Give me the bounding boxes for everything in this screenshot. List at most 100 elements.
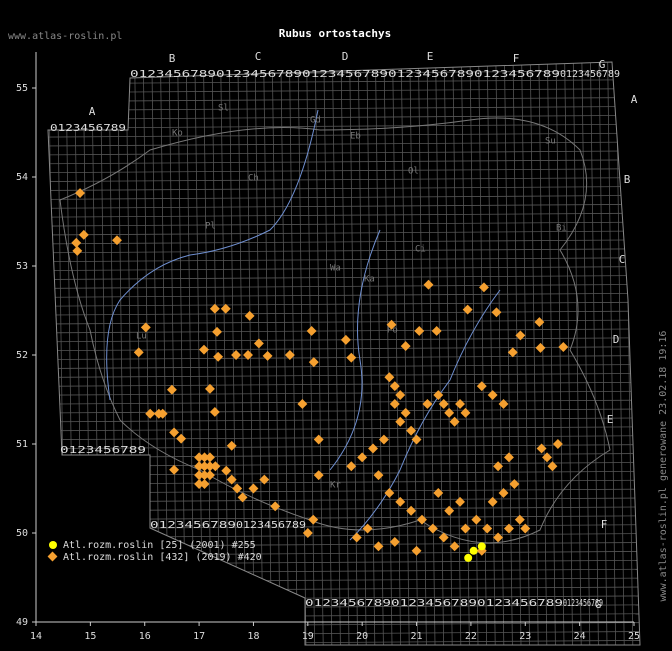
occurrence bbox=[455, 496, 465, 507]
occurrence bbox=[433, 390, 444, 400]
grid-line bbox=[271, 62, 281, 645]
grid-line bbox=[48, 221, 640, 227]
occurrence bbox=[368, 443, 379, 454]
occurrence bbox=[547, 461, 558, 472]
occurrence bbox=[411, 545, 422, 556]
grid-line bbox=[48, 186, 640, 191]
x-tick-label: 18 bbox=[247, 631, 259, 642]
occurrence bbox=[493, 461, 504, 472]
x-tick-label: 25 bbox=[628, 631, 640, 642]
x-tick-label: 17 bbox=[193, 631, 205, 642]
occurrence bbox=[498, 488, 509, 498]
grid-line bbox=[280, 62, 290, 645]
grid-row-label: D bbox=[613, 333, 620, 346]
grid-line bbox=[48, 381, 640, 387]
occurrence bbox=[362, 523, 373, 534]
occurrence bbox=[169, 464, 180, 475]
grid-line bbox=[478, 62, 487, 645]
occurrence bbox=[427, 523, 438, 534]
occurrence bbox=[449, 416, 460, 427]
grid-row-label: B bbox=[624, 173, 631, 186]
grid-digits: 0123456789 bbox=[50, 123, 126, 134]
occurrence bbox=[145, 408, 156, 419]
grid-line bbox=[529, 62, 539, 645]
grid-line bbox=[48, 141, 640, 147]
grid-line bbox=[469, 62, 479, 645]
grid-line bbox=[48, 248, 640, 254]
occurrence bbox=[213, 351, 224, 362]
grid-line bbox=[48, 622, 640, 627]
occurrence bbox=[75, 188, 85, 198]
occurrence bbox=[431, 326, 442, 336]
grid-line bbox=[48, 399, 640, 405]
legend-label: Atl.rozm.roslin [432] (2019) #420 bbox=[63, 552, 262, 563]
occurrence bbox=[166, 384, 177, 395]
occurrence bbox=[438, 399, 449, 409]
grid-line bbox=[642, 55, 650, 645]
grid-line bbox=[323, 62, 333, 645]
occurrence bbox=[469, 546, 478, 555]
occurrence bbox=[504, 523, 514, 534]
grid-line bbox=[48, 114, 640, 120]
grid-line bbox=[48, 230, 640, 236]
grid-column-label: G bbox=[599, 58, 606, 71]
grid-line bbox=[48, 328, 640, 334]
y-tick-label: 53 bbox=[16, 261, 28, 272]
grid-line bbox=[590, 62, 599, 645]
grid-line bbox=[289, 62, 298, 645]
occurrence bbox=[534, 317, 545, 328]
grid-line bbox=[615, 62, 625, 645]
region-label: Wa bbox=[330, 264, 341, 274]
occurrence bbox=[395, 390, 406, 400]
occurrence bbox=[346, 352, 357, 363]
occurrence bbox=[237, 492, 248, 503]
grid-line bbox=[48, 524, 640, 530]
occurrence bbox=[205, 461, 215, 472]
occurrence bbox=[212, 326, 222, 337]
grid-column-label: E bbox=[427, 50, 434, 63]
grid-line bbox=[332, 62, 341, 645]
x-tick-label: 16 bbox=[139, 631, 151, 642]
occurrence bbox=[460, 407, 471, 418]
y-tick-label: 55 bbox=[16, 83, 28, 94]
occurrence bbox=[460, 523, 471, 534]
occurrence bbox=[194, 479, 205, 489]
occurrence bbox=[433, 488, 444, 498]
x-tick-label: 21 bbox=[411, 631, 423, 642]
title: Rubus ortostachys bbox=[279, 27, 392, 40]
occurrence bbox=[194, 452, 205, 463]
occurrence bbox=[199, 470, 210, 481]
occurrence bbox=[351, 532, 362, 543]
occurrence bbox=[406, 425, 417, 436]
occurrence bbox=[232, 483, 243, 494]
occurrence bbox=[389, 536, 400, 547]
occurrence bbox=[384, 488, 395, 498]
occurrence bbox=[284, 350, 295, 360]
occurrence bbox=[306, 326, 317, 336]
occurrence bbox=[479, 282, 489, 293]
grid-line bbox=[486, 62, 496, 645]
grid-digits: 0123456789 bbox=[560, 69, 620, 80]
grid-row-label: E bbox=[607, 413, 614, 426]
occurrence bbox=[389, 399, 400, 409]
grid-line bbox=[624, 62, 634, 645]
grid-line bbox=[48, 177, 640, 182]
grid-line bbox=[48, 239, 640, 245]
y-tick-label: 52 bbox=[16, 350, 28, 361]
grid-line bbox=[48, 257, 640, 263]
grid-line bbox=[512, 62, 522, 645]
grid-line bbox=[48, 631, 640, 636]
occurrence bbox=[373, 541, 384, 552]
grid-line bbox=[48, 79, 640, 85]
grid-column-label: A bbox=[89, 105, 96, 118]
occurrence bbox=[169, 427, 180, 438]
grid-row-label: C bbox=[619, 253, 626, 266]
occurrence bbox=[205, 470, 215, 481]
occurrence bbox=[226, 474, 237, 485]
occurrence bbox=[270, 501, 281, 512]
grid-digits: 0123456789 bbox=[302, 69, 388, 80]
occurrence bbox=[176, 433, 187, 444]
grid-digits: 0123456789 bbox=[388, 69, 474, 80]
grid-line bbox=[48, 88, 640, 93]
